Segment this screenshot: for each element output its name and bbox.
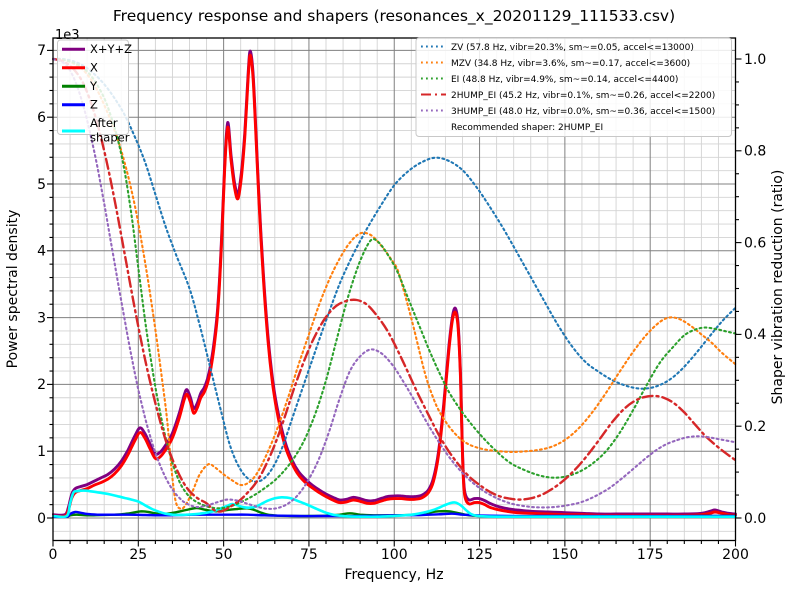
legend-psd-box [57,39,129,135]
legend-psd-label: shaper [90,131,130,145]
y-left-tick-label: 1 [37,444,46,460]
series-x-y-z [52,49,737,517]
x-tick-label: 175 [637,547,664,563]
legend-psd-label: Y [89,79,98,93]
x-tick-label: 25 [129,547,147,563]
y-left-tick-label: 2 [37,377,46,393]
y-right-tick-label: 0.8 [744,144,766,160]
x-tick-label: 0 [49,547,58,563]
chart-title: Frequency response and shapers (resonanc… [113,7,675,26]
legend-shapers: ZV (57.8 Hz, vibr=20.3%, sm~=0.05, accel… [415,37,732,137]
legend-shaper-label: 3HUMP_EI (48.0 Hz, vibr=0.0%, sm~=0.36, … [451,107,715,117]
y-left-tick-label: 5 [37,177,46,193]
y-left-tick-label: 0 [37,511,46,527]
x-tick-label: 125 [466,547,493,563]
series-2hump-ei [52,57,737,513]
series-ei [52,57,737,510]
x-axis-label: Frequency, Hz [344,567,443,583]
legend-shaper-label: EI (48.8 Hz, vibr=4.9%, sm~=0.14, accel<… [451,75,678,85]
y-left-offset-text: 1e3 [55,28,80,43]
y-left-tick-label: 6 [37,110,46,126]
curve-layer [52,49,737,519]
legend-shaper-label: 2HUMP_EI (45.2 Hz, vibr=0.1%, sm~=0.26, … [451,91,715,101]
y-right-tick-label: 1.0 [744,52,766,68]
y-right-axis-label: Shaper vibration reduction (ratio) [770,170,786,405]
x-tick-label: 75 [300,547,318,563]
series-mzv [52,57,737,510]
legend-psd-label: X+Y+Z [90,42,132,56]
series-x [52,53,737,518]
legend-recommended-shaper: Recommended shaper: 2HUMP_EI [451,123,603,133]
y-left-axis-label: Power spectral density [5,210,21,369]
legend-shaper-label: MZV (34.8 Hz, vibr=3.6%, sm~=0.17, accel… [451,59,690,69]
tick-layer: 0 25 50 75 100 125 150 175 200 0 1 2 3 4 5 6 7 0.0 0.2 0.4 0… [37,43,766,563]
y-left-tick-label: 4 [37,244,46,260]
x-tick-label: 200 [722,547,749,563]
x-tick-label: 100 [381,547,408,563]
series-after-shaper [52,489,737,519]
series-zv [52,57,737,483]
y-right-tick-label: 0.4 [744,327,766,343]
legend-psd-label: After [90,116,118,130]
y-left-tick-label: 3 [37,310,46,326]
series-3hump-ei [52,57,737,510]
legend-psd-label: X [90,61,98,75]
y-right-tick-label: 0.0 [744,511,766,527]
y-left-tick-label: 7 [37,43,46,59]
y-right-tick-label: 0.2 [744,419,766,435]
legend-shapers-box [415,37,732,137]
legend-psd-label: Z [90,98,98,112]
y-right-tick-label: 0.6 [744,235,766,251]
x-tick-label: 50 [215,547,233,563]
legend-shaper-label: ZV (57.8 Hz, vibr=20.3%, sm~=0.05, accel… [451,43,694,53]
x-tick-label: 150 [552,547,579,563]
